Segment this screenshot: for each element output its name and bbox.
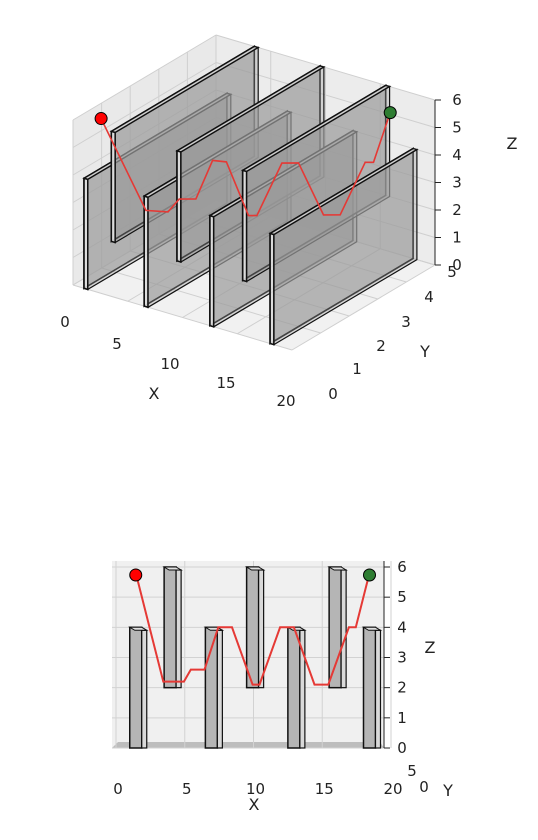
wall-1-top — [127, 626, 149, 631]
z-tick-label: 0 — [452, 256, 462, 274]
wall-2-face — [163, 566, 177, 689]
y-tick-label: 2 — [376, 337, 386, 355]
y-axis-label: Y — [419, 342, 430, 361]
y-tick-label: 5 — [407, 762, 417, 780]
wall-2-side — [175, 569, 182, 689]
y-tick-label: 3 — [401, 313, 411, 331]
wall-7-face — [362, 626, 377, 749]
x-tick-label: 10 — [160, 355, 179, 373]
grid-line — [215, 34, 436, 101]
y-axis-label: Y — [442, 781, 453, 800]
goal-point — [383, 106, 397, 120]
y-tick-label: 0 — [328, 385, 338, 403]
grid-line — [72, 34, 217, 121]
wall-5-face — [287, 626, 301, 749]
path-line — [100, 112, 391, 217]
wall-2-top — [162, 566, 183, 571]
z-tick-label: 2 — [397, 679, 407, 697]
floor-pane — [112, 742, 384, 748]
z-tick-label: 6 — [397, 558, 407, 576]
wall-6-top — [327, 566, 348, 571]
x-tick-label: 0 — [113, 780, 123, 798]
wall-7-side — [374, 629, 382, 749]
x-tick-label: 20 — [383, 780, 402, 798]
x-tick-label: 15 — [216, 374, 235, 392]
x-axis-label: X — [149, 384, 160, 403]
wall-4-side — [258, 569, 265, 689]
y-tick-label: 1 — [352, 360, 362, 378]
start-point — [94, 112, 108, 126]
wall-6-side — [340, 569, 347, 689]
z-tick-label: 3 — [452, 174, 462, 192]
z-tick-label: 4 — [452, 146, 462, 164]
x-tick-label: 5 — [112, 335, 122, 353]
y-tick-label: 4 — [424, 288, 434, 306]
x-tick-label: 0 — [60, 313, 70, 331]
x-tick-label: 20 — [276, 392, 295, 410]
y-tick-label: 5 — [447, 263, 457, 281]
wall-6-face — [328, 566, 342, 689]
z-tick-label: 4 — [397, 618, 407, 636]
z-tick-label: 3 — [397, 649, 407, 667]
z-tick-label: 5 — [452, 119, 462, 137]
x-tick-label: 5 — [182, 780, 192, 798]
wall-4-top — [244, 566, 266, 571]
wall-3-side — [216, 629, 223, 749]
grid-line — [72, 62, 217, 148]
z-tick-label: 1 — [452, 229, 462, 247]
x-axis-label: X — [249, 795, 260, 814]
wall-7-front-face — [273, 148, 418, 346]
z-tick-label: 0 — [397, 739, 407, 757]
z-tick-label: 2 — [452, 201, 462, 219]
start-point — [129, 568, 143, 582]
wall-7-top — [361, 626, 383, 631]
wall-4-face — [245, 566, 260, 689]
x-tick-label: 15 — [315, 780, 334, 798]
z-tick-label: 6 — [452, 91, 462, 109]
goal-point — [363, 568, 376, 582]
grid-line — [72, 284, 293, 351]
path-line — [134, 572, 371, 686]
z-tick-label: 5 — [397, 588, 407, 606]
wall-1-face — [129, 626, 143, 749]
z-axis-label: Z — [507, 134, 518, 153]
x-tick-label: 10 — [246, 780, 265, 798]
y-tick-label: 0 — [419, 778, 429, 796]
grid-line — [291, 264, 436, 351]
z-axis-label: Z — [425, 638, 436, 657]
z-tick-label: 1 — [397, 709, 407, 727]
wall-1-side — [141, 629, 148, 749]
